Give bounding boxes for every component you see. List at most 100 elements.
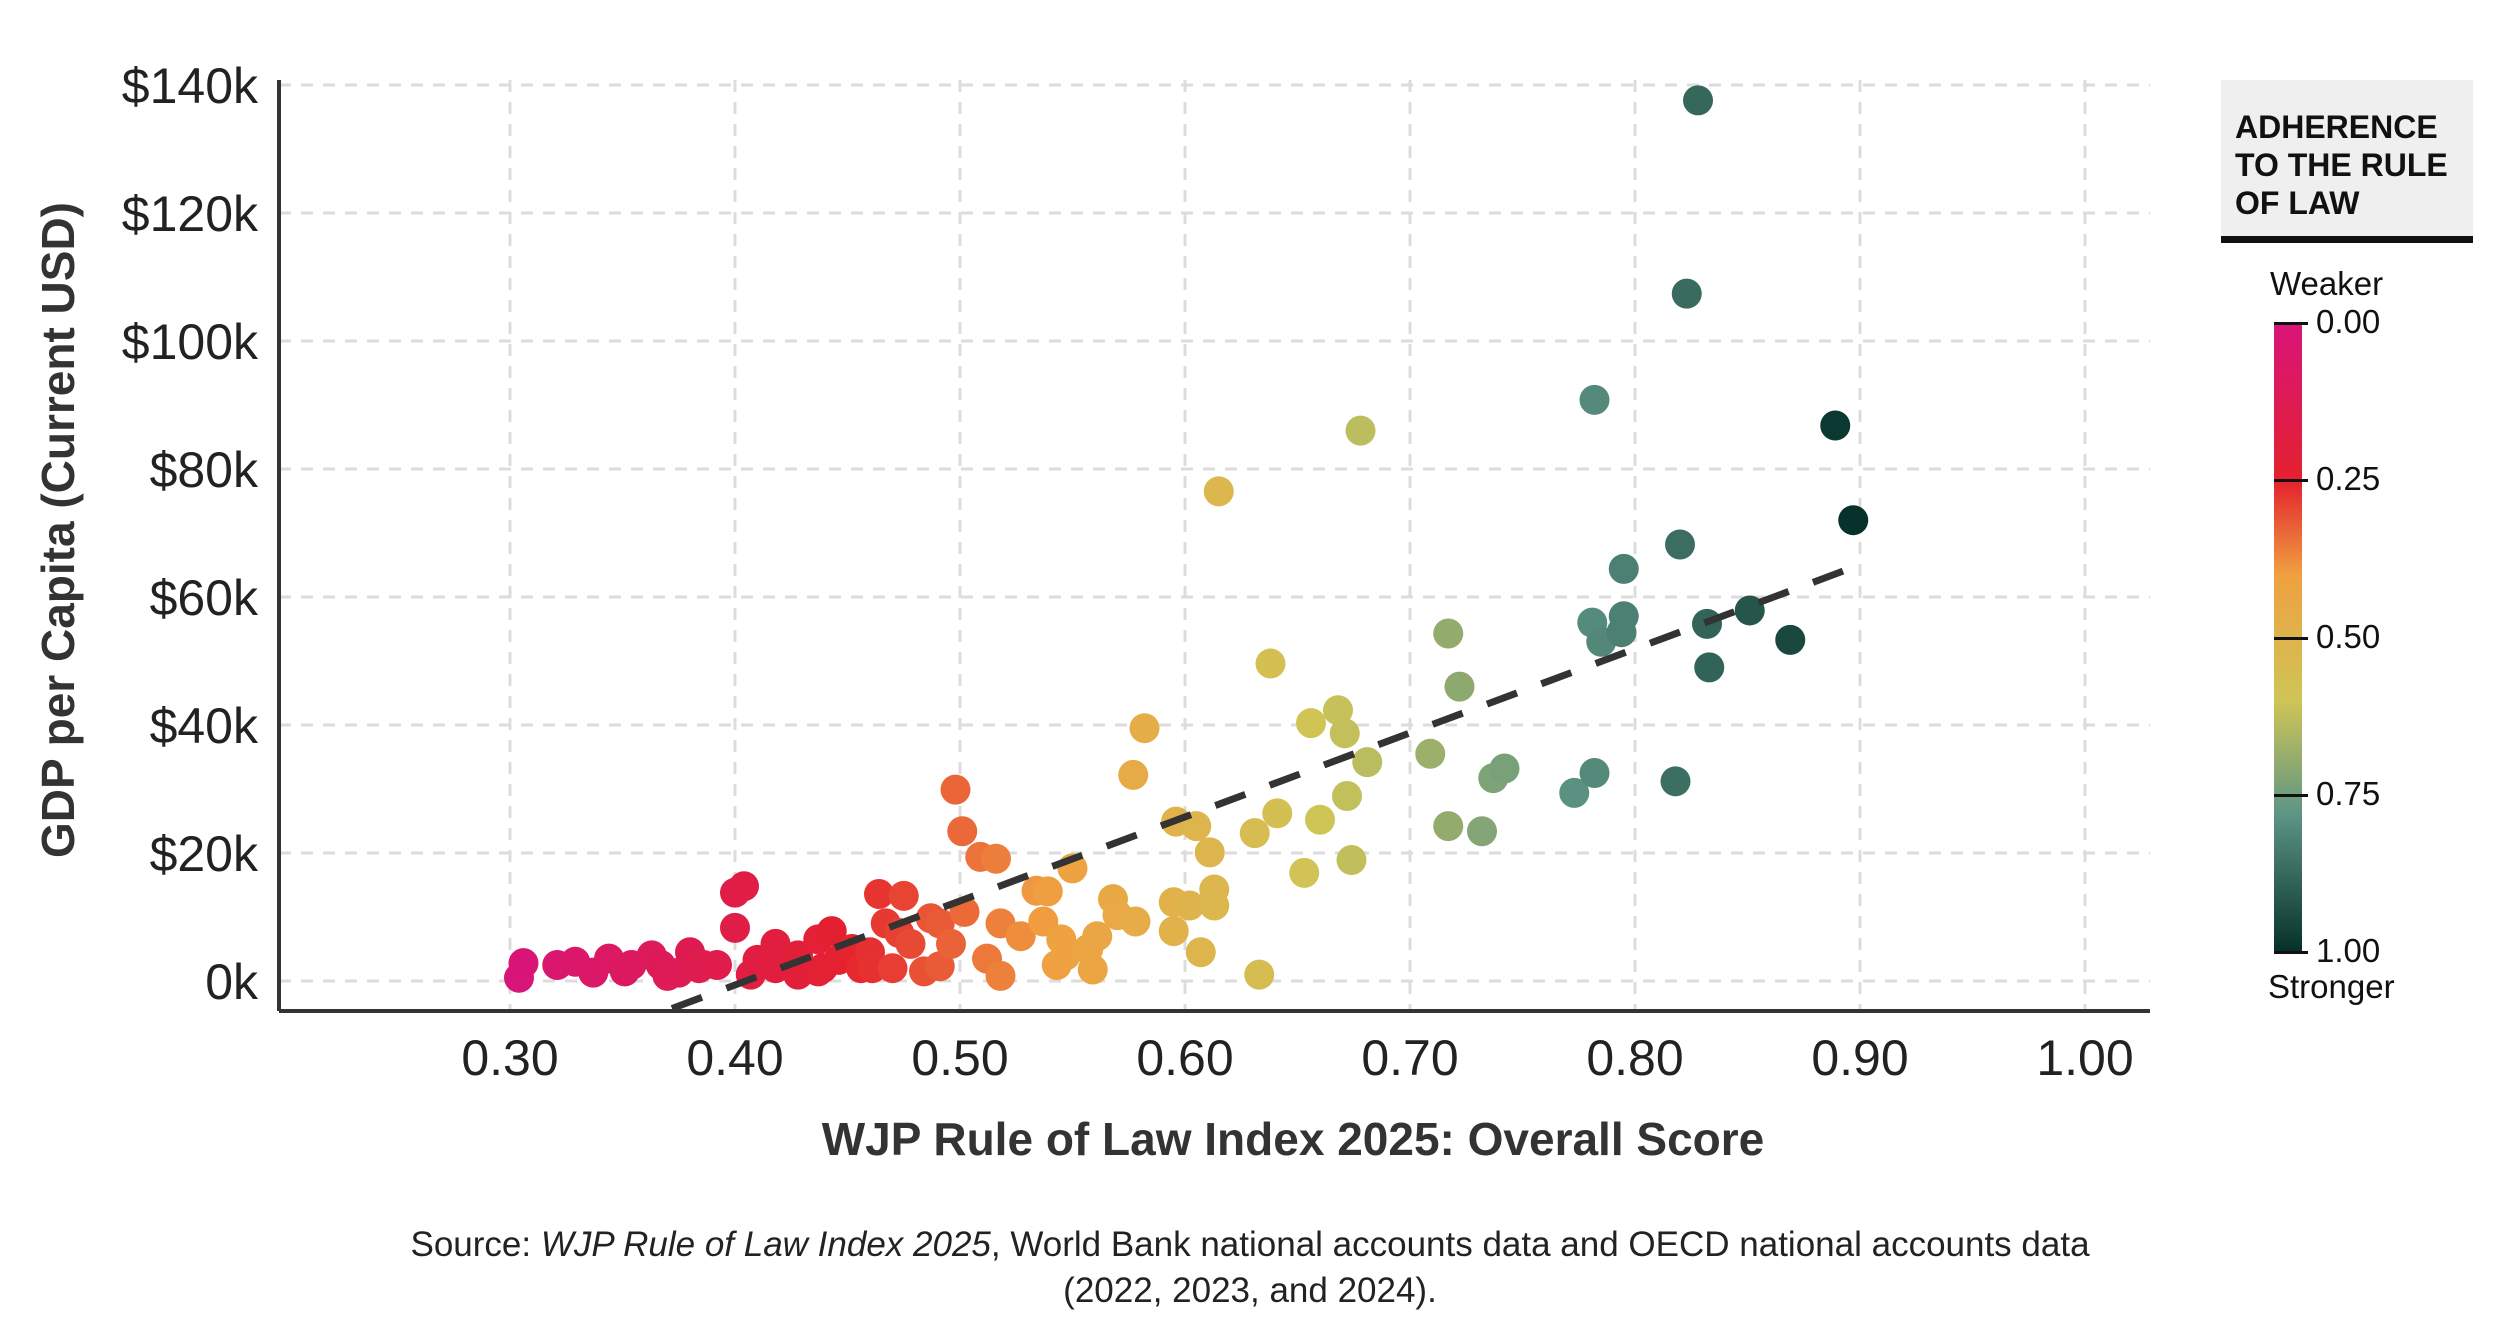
source-rest: , World Bank national accounts data and …	[990, 1225, 2090, 1264]
colorbar-tick-label: 0.50	[2316, 617, 2381, 655]
data-point	[1734, 595, 1765, 626]
data-point	[1194, 837, 1225, 868]
data-point	[1082, 921, 1113, 952]
x-tick-labels: 0.30 0.40 0.50 0.60 0.70 0.80 0.90 1.00	[461, 1030, 2133, 1086]
data-point	[1559, 777, 1590, 808]
data-point	[1665, 529, 1695, 560]
y-tick-label: $100k	[122, 314, 259, 370]
x-tick-label: 0.30	[461, 1030, 558, 1086]
data-point	[1579, 384, 1610, 415]
y-tick-label: $20k	[150, 826, 259, 882]
source-title: WJP Rule of Law Index 2025	[540, 1225, 991, 1264]
data-point	[1158, 916, 1189, 947]
data-point	[1660, 766, 1691, 797]
data-point	[760, 928, 791, 959]
data-point	[1579, 758, 1610, 788]
colorbar-tick	[2274, 951, 2308, 954]
data-point	[1255, 648, 1286, 679]
data-point	[940, 774, 971, 805]
data-point	[895, 928, 926, 959]
data-point	[1129, 713, 1160, 744]
source-prefix: Source:	[410, 1225, 541, 1264]
data-point	[1185, 937, 1216, 968]
colorbar-tick-label: 1.00	[2316, 932, 2381, 969]
colorbar-tick-label: 0.00	[2316, 303, 2381, 340]
axes	[277, 80, 2150, 1013]
data-point	[1608, 601, 1639, 632]
data-point	[1032, 876, 1063, 907]
data-point	[1077, 954, 1108, 985]
x-tick-label: 0.80	[1586, 1030, 1683, 1086]
data-point	[1433, 811, 1464, 842]
data-point	[1608, 553, 1639, 584]
data-point	[1174, 890, 1205, 921]
colorbar-tick-label: 0.25	[2316, 460, 2381, 498]
colorbar-top-label: Weaker	[2270, 265, 2384, 302]
data-point	[1332, 781, 1362, 812]
x-tick-label: 0.50	[911, 1030, 1008, 1086]
legend-title: ADHERENCE TO THE RULE OF LAW	[2235, 109, 2448, 221]
data-point	[729, 871, 759, 902]
data-point	[1199, 890, 1230, 921]
data-point	[1305, 804, 1335, 835]
colorbar-tick	[2274, 479, 2308, 483]
data-point	[1671, 278, 1702, 309]
data-point	[1345, 415, 1376, 446]
data-point	[1289, 857, 1320, 888]
colorbar-tick	[2274, 322, 2308, 325]
source-note: Source: WJP Rule of Law Index 2025, Worl…	[0, 1222, 2500, 1314]
data-point	[816, 916, 847, 947]
data-point	[1050, 940, 1081, 971]
data-point	[760, 953, 791, 984]
x-tick-label: 0.90	[1811, 1030, 1908, 1086]
legend-header: ADHERENCE TO THE RULE OF LAW	[2221, 80, 2473, 243]
y-tick-label: $80k	[150, 442, 259, 498]
data-point	[1336, 845, 1367, 876]
data-point	[720, 912, 750, 943]
data-point	[1415, 738, 1446, 769]
data-point	[1262, 798, 1293, 829]
y-tick-label: $60k	[150, 570, 259, 626]
data-point	[1694, 652, 1725, 683]
data-point	[947, 816, 978, 847]
data-point	[1683, 85, 1713, 116]
y-tick-labels: 0k $20k $40k $60k $80k $100k $120k $140k	[122, 58, 259, 1010]
colorbar-bottom-label: Stronger	[2268, 968, 2395, 1005]
y-tick-label: $140k	[122, 58, 259, 114]
data-point	[1433, 618, 1464, 649]
data-point	[877, 953, 908, 984]
data-point	[1118, 759, 1149, 790]
x-tick-label: 0.60	[1136, 1030, 1233, 1086]
data-point	[1296, 708, 1326, 739]
y-tick-label: 0k	[205, 954, 259, 1010]
trendline	[670, 562, 1859, 1012]
data-point	[1005, 921, 1036, 952]
data-point	[981, 843, 1011, 874]
colorbar-tick-label: 0.75	[2316, 774, 2381, 812]
data-point	[1820, 410, 1851, 441]
data-point	[1775, 624, 1806, 655]
x-tick-label: 0.70	[1361, 1030, 1458, 1086]
data-point	[924, 951, 955, 982]
x-tick-label: 0.40	[686, 1030, 783, 1086]
data-point	[1489, 753, 1520, 784]
data-points	[504, 85, 1869, 993]
y-axis-title: GDP per Capita (Current USD)	[32, 202, 84, 858]
data-point	[1467, 816, 1497, 847]
data-point	[702, 950, 732, 980]
y-tick-label: $40k	[150, 698, 259, 754]
gridlines	[279, 80, 2150, 1011]
data-point	[1120, 906, 1151, 937]
data-point	[1329, 718, 1360, 749]
data-point	[1352, 747, 1383, 778]
data-point	[1203, 476, 1234, 507]
data-point	[1838, 505, 1869, 536]
data-point	[864, 878, 894, 909]
data-point	[985, 960, 1016, 991]
data-point	[508, 948, 539, 979]
data-point	[888, 880, 919, 911]
data-point	[1444, 671, 1475, 702]
data-point	[1323, 695, 1353, 726]
y-tick-label: $120k	[122, 186, 259, 242]
